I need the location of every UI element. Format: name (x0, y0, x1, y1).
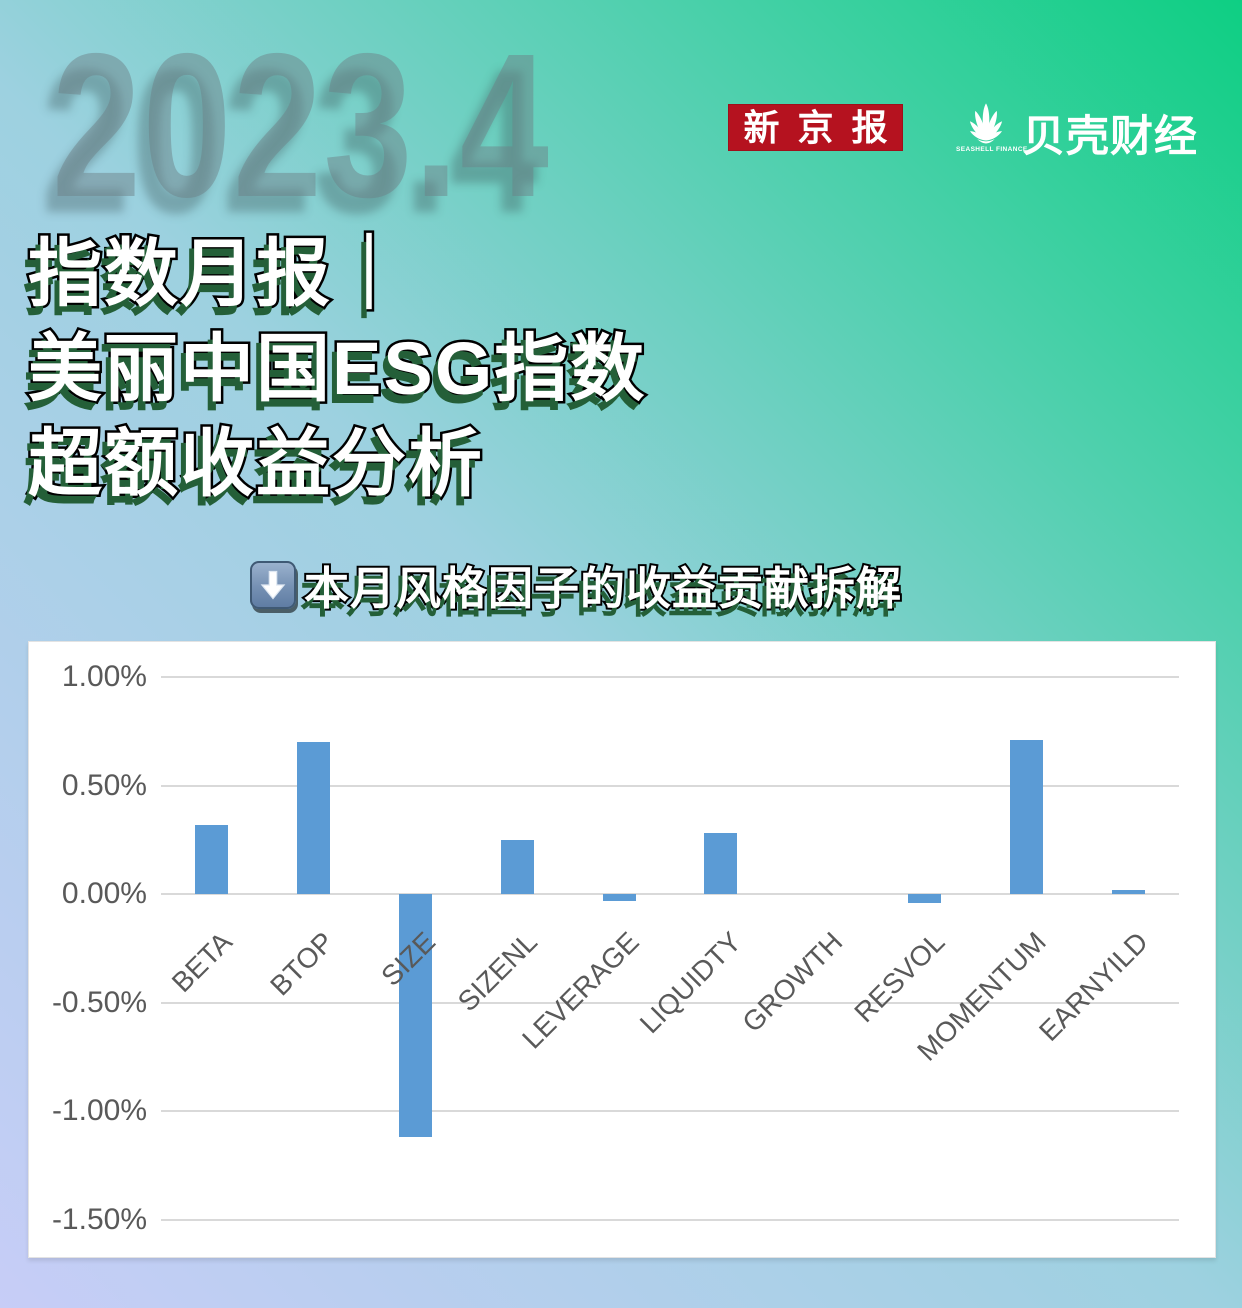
bar-SIZENL (500, 839, 534, 894)
y-tick-label: 1.00% (61, 660, 147, 693)
bar-MOMENTUM (1009, 739, 1043, 894)
gridline--0.50% (161, 1001, 1179, 1004)
bar-EARNYILD (1111, 889, 1145, 894)
x-category-label-LIQUIDTY: LIQUIDTY (633, 926, 747, 1040)
xinjingbao-logo-text: 新京报 (743, 107, 906, 148)
beike-finance-logo: SEASHELL FINANCE 贝壳财经 (956, 94, 1197, 161)
bar-SIZE (399, 894, 432, 1138)
x-category-label-GROWTH: GROWTH (736, 926, 849, 1039)
x-category-label-BETA: BETA (165, 926, 238, 999)
beike-logo-text: 贝壳财经 (1022, 113, 1198, 161)
title-line-2: 美丽中国ESG指数 (25, 325, 647, 413)
x-category-label-EARNYILD: EARNYILD (1033, 926, 1155, 1047)
gridline--1.00% (161, 1110, 1179, 1112)
gridline--1.50% (161, 1218, 1179, 1221)
bar-chart-panel: BETA BTOP SIZE SIZENL LEVERAGE LIQUIDTY GROWTH… (28, 641, 1216, 1258)
gridline-0.50% (161, 784, 1179, 787)
bar-LIQUIDTY (704, 833, 738, 894)
down-arrow-icon (250, 560, 296, 609)
x-category-label-BTOP: BTOP (264, 926, 340, 1002)
x-category-label-SIZENL: SIZENL (451, 926, 544, 1018)
beike-logo-subtext: SEASHELL FINANCE (956, 146, 1028, 153)
y-tick-label: -0.50% (51, 985, 147, 1019)
y-tick-label: 0.50% (61, 768, 147, 802)
title-line-3: 超额收益分析 (25, 420, 484, 508)
bar-BTOP (297, 742, 331, 894)
bar-RESVOL (908, 894, 941, 903)
chart-subtitle: 本月风格因子的收益贡献拆解 (250, 552, 903, 617)
x-category-label-RESVOL: RESVOL (848, 926, 951, 1029)
y-tick-label: -1.50% (51, 1202, 147, 1236)
y-tick-label: -1.00% (51, 1094, 147, 1127)
xinjingbao-logo: 新京报 (728, 104, 903, 151)
seashell-icon (969, 103, 1003, 144)
watermark-date: 2023.4 (52, 11, 551, 240)
gridline-0.00% (161, 893, 1179, 895)
gridline-1.00% (161, 676, 1179, 678)
plot-area: BETA BTOP SIZE SIZENL LEVERAGE LIQUIDTY GROWTH… (161, 642, 1179, 1257)
bar-BETA (195, 824, 229, 894)
chart-subtitle-text: 本月风格因子的收益贡献拆解 (302, 561, 903, 616)
title-line-1: 指数月报｜ (25, 230, 408, 318)
bar-LEVERAGE (602, 894, 636, 901)
page-title: 指数月报｜ 美丽中国ESG指数 超额收益分析 (25, 226, 647, 511)
y-tick-label: 0.00% (61, 877, 147, 910)
